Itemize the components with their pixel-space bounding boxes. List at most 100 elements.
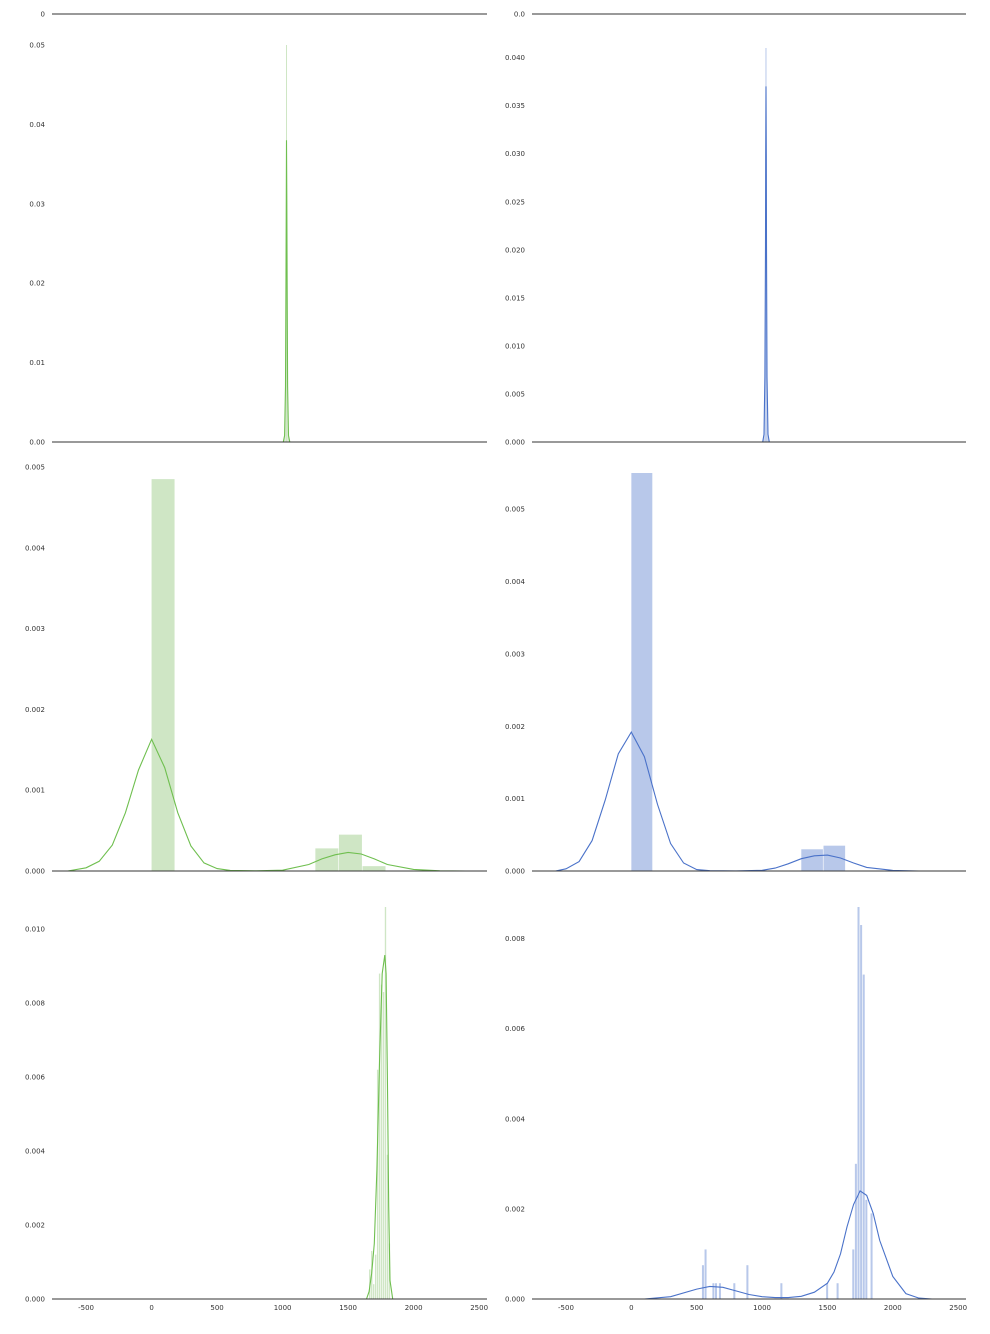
y-tick-label: 0.04 [29, 121, 45, 129]
y-tick-label: 0.01 [29, 359, 45, 367]
x-tick-label: 2500 [470, 1304, 488, 1312]
y-tick-label: 0.002 [25, 706, 45, 714]
x-tick-label: -500 [558, 1304, 574, 1312]
x-tick-label: 1500 [339, 1304, 357, 1312]
histogram-bar [823, 845, 846, 871]
y-tick-label: 0.004 [25, 1148, 46, 1156]
panel-row0-left: 0 [41, 11, 487, 19]
x-tick-label: 2500 [949, 1304, 967, 1312]
histogram-bar [780, 1283, 783, 1299]
histogram-bar [733, 1283, 736, 1299]
y-tick-label: 0.025 [505, 198, 525, 206]
density-area [283, 140, 290, 443]
y-tick-label: 0.004 [505, 578, 526, 586]
density-line [67, 737, 467, 872]
histogram-bar [836, 1283, 839, 1299]
y-tick-label: 0.020 [505, 246, 525, 254]
y-tick-label: 0.005 [25, 464, 45, 472]
histogram-bar [852, 1249, 855, 1299]
panel-row1-left: 0.00 0.01 0.02 0.03 0.04 0.05 [29, 42, 487, 447]
histogram-bar [382, 992, 385, 1299]
histogram-bar [860, 925, 863, 1299]
y-tick-label: 0.00 [29, 439, 45, 447]
histogram-bar [380, 984, 383, 1299]
x-tick-label: 2000 [884, 1304, 902, 1312]
panel-row3-left: 0.000 0.002 0.004 0.006 0.008 0.010 -500 0 500 10… [25, 907, 488, 1312]
y-tick-label: 0.008 [505, 935, 525, 943]
y-tick-label: 0.003 [505, 650, 525, 658]
y-tick-label: 0.05 [29, 42, 45, 50]
histogram-bar [704, 1249, 707, 1299]
y-tick-label: 0.001 [25, 787, 45, 795]
density-line [555, 730, 919, 872]
histogram-bar [857, 907, 860, 1299]
histogram-bar [862, 974, 865, 1299]
y-tick-label: 0.004 [505, 1115, 526, 1123]
y-tick-label: 0.002 [25, 1222, 45, 1230]
histogram-bar [374, 1254, 377, 1299]
histogram-bar [712, 1283, 715, 1299]
y-tick-label: 0.005 [505, 390, 525, 398]
y-tick-label: 0.004 [25, 544, 46, 552]
x-tick-label: 1000 [274, 1304, 292, 1312]
histogram-bar [373, 1284, 375, 1299]
y-tick-label: 0.006 [25, 1074, 46, 1082]
histogram-bar [631, 473, 653, 871]
density-line [762, 86, 770, 443]
histogram-bar [378, 973, 381, 1299]
x-tick-label: 500 [210, 1304, 223, 1312]
panel-row0-right: 0.0 [514, 11, 966, 19]
x-tick-label: 500 [690, 1304, 703, 1312]
y-tick-label: 0 [41, 11, 45, 19]
histogram-bar [870, 1213, 873, 1299]
y-tick-label: 0.003 [25, 625, 45, 633]
y-tick-label: 0.001 [505, 795, 525, 803]
x-tick-label: -500 [78, 1304, 94, 1312]
y-tick-label: 0.03 [29, 200, 45, 208]
y-tick-label: 0.000 [505, 439, 525, 447]
y-tick-label: 0.002 [505, 723, 525, 731]
x-tick-label: 2000 [405, 1304, 423, 1312]
x-tick-label: 1500 [819, 1304, 837, 1312]
panel-row2-left: 0.000 0.001 0.002 0.003 0.004 0.005 [25, 464, 487, 876]
panel-row3-right: 0.000 0.002 0.004 0.006 0.008 -500 0 500 1000 150… [505, 907, 967, 1312]
density-line [365, 955, 394, 1300]
y-tick-label: 0.000 [25, 1296, 45, 1304]
y-tick-label: 0.010 [505, 342, 525, 350]
y-tick-label: 0.0 [514, 11, 525, 19]
y-tick-label: 0.005 [505, 506, 525, 514]
y-tick-label: 0.010 [25, 926, 45, 934]
x-tick-label: 0 [149, 1304, 153, 1312]
histogram-bar [718, 1283, 721, 1299]
x-tick-label: 1000 [753, 1304, 771, 1312]
histogram-bar [746, 1265, 749, 1299]
histogram-bar [362, 866, 386, 871]
y-tick-label: 0.000 [505, 1296, 525, 1304]
histogram-bar [854, 1163, 857, 1299]
y-tick-label: 0.000 [505, 868, 525, 876]
histogram-bar [376, 1069, 379, 1299]
y-tick-label: 0.02 [29, 280, 45, 288]
y-tick-label: 0.006 [505, 1025, 526, 1033]
density-line [282, 140, 291, 443]
panel-row1-right: 0.000 0.005 0.010 0.015 0.020 0.025 0.030 0.035… [505, 48, 966, 447]
histogram-bar [315, 848, 339, 871]
x-tick-label: 0 [629, 1304, 633, 1312]
histogram-bar [715, 1283, 718, 1299]
density-area [762, 86, 770, 443]
panel-row2-right: 0.000 0.001 0.002 0.003 0.004 0.005 [505, 473, 966, 876]
y-tick-label: 0.035 [505, 102, 525, 110]
histogram-bar [801, 849, 823, 871]
y-tick-label: 0.015 [505, 294, 525, 302]
y-tick-label: 0.002 [505, 1205, 525, 1213]
histogram-bar [386, 1154, 389, 1299]
y-tick-label: 0.008 [25, 1000, 45, 1008]
y-tick-label: 0.040 [505, 54, 525, 62]
histogram-bar [384, 907, 387, 1299]
density-line [644, 1190, 933, 1300]
histogram-bar [865, 1199, 868, 1299]
histogram-bar [701, 1265, 704, 1299]
y-tick-label: 0.030 [505, 150, 525, 158]
histogram-bar [151, 479, 175, 871]
